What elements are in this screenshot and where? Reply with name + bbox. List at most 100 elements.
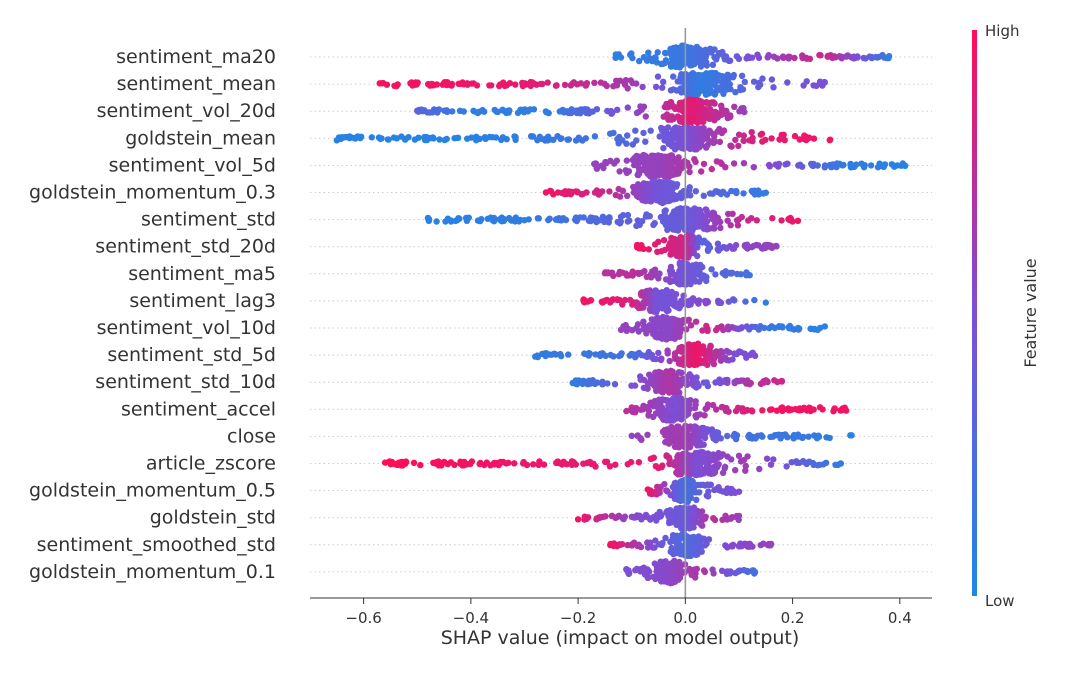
shap-point [774,378,781,386]
shap-point [614,296,621,303]
shap-point [740,456,748,464]
shap-point [606,188,613,195]
shap-point [627,77,634,84]
shap-point [710,357,717,364]
shap-point [796,136,803,143]
shap-point [718,129,726,137]
shap-point [705,470,713,477]
shap-point [784,79,791,86]
feature-label: sentiment_mean [117,73,276,95]
shap-point [711,349,719,356]
shap-point [635,108,642,116]
shap-point [708,49,715,56]
shap-point [750,242,757,250]
shap-point [668,268,676,275]
shap-point [616,168,623,175]
x-tick-label: −0.2 [560,609,596,627]
shap-point [700,379,707,386]
shap-point [631,408,638,416]
shap-point [593,515,600,522]
shap-point [681,277,688,284]
shap-point [624,461,631,468]
shap-point [662,49,669,57]
shap-point [742,462,749,470]
shap-point [577,80,585,87]
shap-point [676,281,683,288]
shap-point [368,134,375,141]
shap-point [712,220,719,227]
shap-point [657,369,665,376]
shap-point [749,349,757,357]
shap-point [700,116,708,123]
shap-point [800,82,807,89]
shap-point [646,55,653,63]
shap-point [653,314,660,322]
shap-point [696,85,703,93]
shap-point [692,518,700,526]
shap-point [619,269,626,276]
shap-point [791,132,799,140]
shap-point [781,137,788,144]
shap-point [730,160,738,167]
shap-point [658,355,665,362]
shap-point [497,459,504,467]
shap-point [728,456,735,463]
shap-point [743,241,751,248]
shap-point [540,461,548,468]
shap-point [517,106,524,114]
shap-point [676,344,683,352]
shap-point [555,216,563,224]
shap-point [724,432,731,440]
shap-point [505,459,512,466]
shap-point [675,247,682,255]
shap-point [671,458,679,466]
shap-point [659,314,667,321]
shap-point [740,160,748,167]
shap-point [430,459,437,466]
shap-point [562,216,570,224]
shap-point [678,406,686,413]
shap-point [453,134,461,142]
shap-point [755,187,762,194]
shap-point [632,127,639,134]
shap-point [599,381,606,388]
shap-point [667,580,674,587]
shap-point [725,326,732,333]
shap-point [506,107,513,114]
shap-point [677,413,685,420]
shap-point [433,81,441,88]
shap-point [481,461,488,469]
shap-point [684,425,692,432]
shap-point [645,190,653,197]
shap-point [697,442,704,449]
shap-point [685,462,693,470]
shap-point [582,135,589,142]
shap-point [660,144,667,152]
shap-point [757,81,764,88]
shap-point [692,222,699,229]
shap-point [727,85,734,93]
shap-point [662,335,669,343]
shap-point [607,299,614,306]
shap-point [714,240,722,247]
shap-point [606,215,613,222]
shap-point [641,268,648,275]
shap-point [642,113,649,120]
shap-point [867,162,875,169]
shap-point [651,560,658,567]
shap-point [727,514,735,522]
feature-label: article_zscore [146,453,276,475]
shap-point [690,509,697,516]
shap-point [695,116,702,123]
shap-point [544,137,551,144]
shap-point [672,559,679,566]
feature-label: goldstein_momentum_0.5 [29,480,276,502]
shap-point [428,134,435,142]
shap-point [593,106,601,113]
shap-point [633,80,640,87]
shap-point [661,211,668,218]
shap-point [645,155,652,162]
shap-point [653,331,660,338]
shap-point [679,530,686,538]
shap-point [634,217,641,224]
